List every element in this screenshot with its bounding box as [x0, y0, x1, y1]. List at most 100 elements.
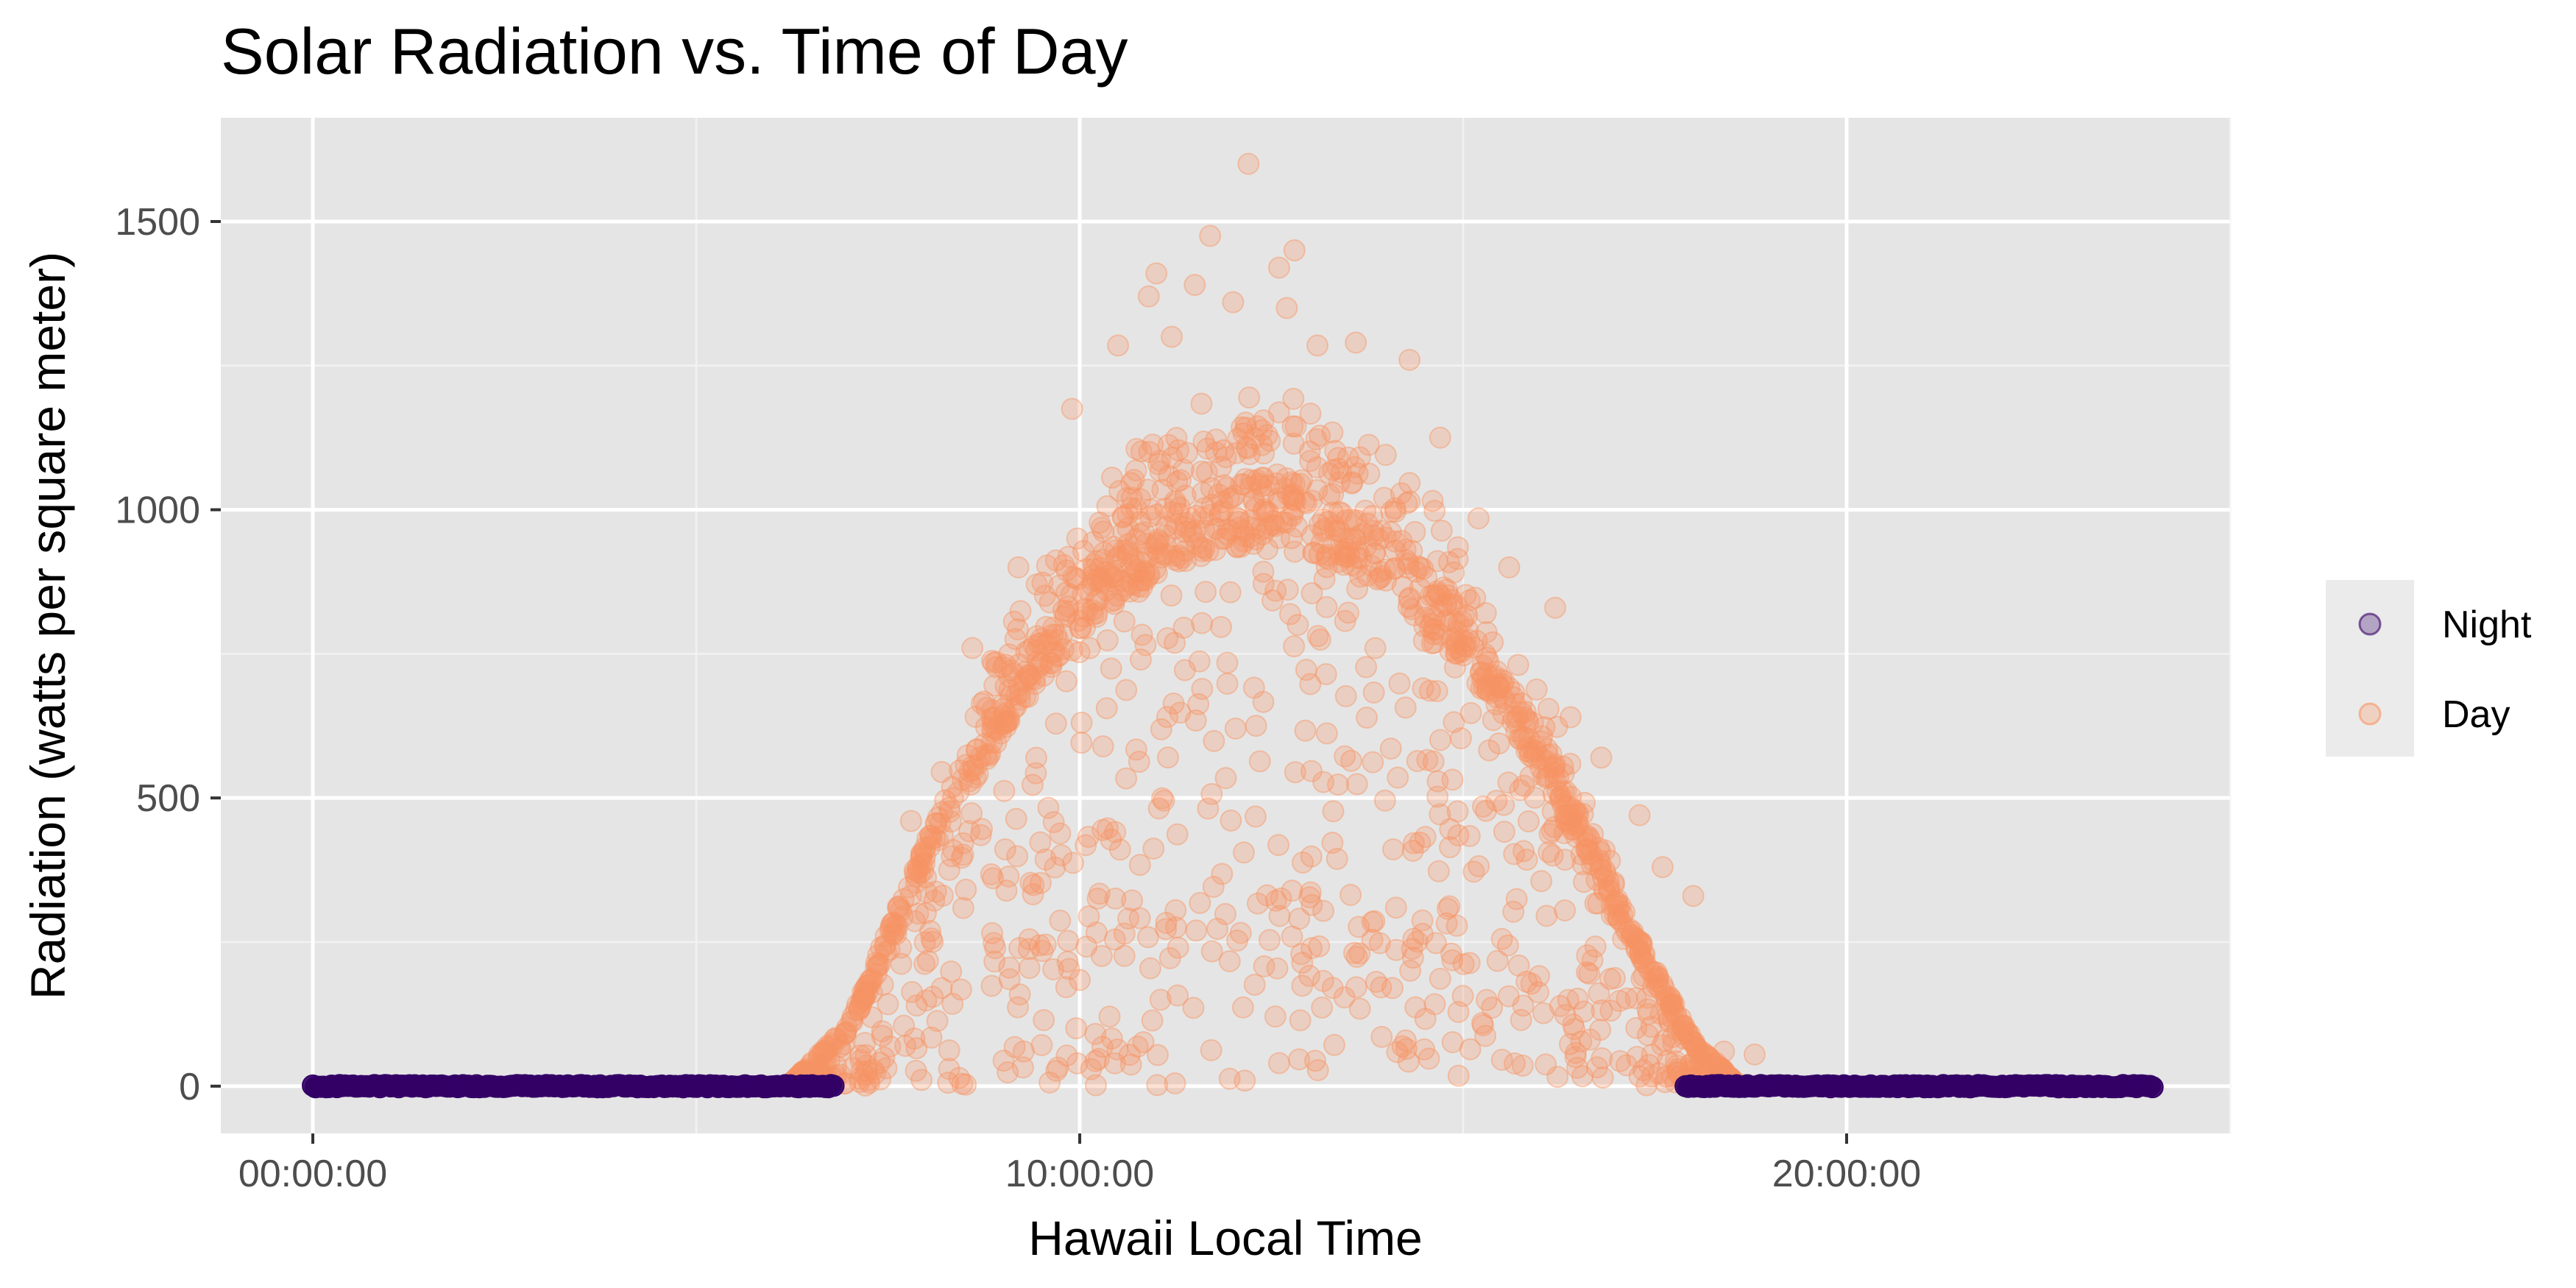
y-axis-title: Radiation (watts per square meter) [21, 252, 75, 999]
data-point-day [1345, 976, 1367, 999]
data-point-day [1565, 1041, 1588, 1064]
data-point-day [1621, 924, 1644, 946]
data-point-day [1348, 916, 1370, 938]
data-point-day [1445, 643, 1468, 665]
data-point-day [848, 1071, 871, 1094]
data-point-day [1513, 726, 1536, 749]
data-point-day [1659, 993, 1682, 1016]
data-point-day [879, 919, 902, 941]
data-point-day [1113, 944, 1136, 967]
data-point-day [1406, 750, 1429, 773]
series-night-points [302, 1074, 2164, 1099]
data-point-day [1222, 291, 1245, 314]
data-point-day [1096, 817, 1119, 840]
data-point-day [929, 812, 952, 835]
data-point-day [1626, 928, 1649, 951]
data-point-day [1105, 584, 1128, 607]
data-point-day [1575, 832, 1598, 854]
data-point-day [1422, 750, 1445, 773]
data-point-day [1660, 993, 1682, 1016]
data-point-day [1209, 504, 1231, 527]
data-point-day [1100, 828, 1122, 851]
data-point-day [1144, 557, 1167, 580]
data-point-day [1259, 929, 1281, 952]
data-point-day [821, 1034, 844, 1057]
data-point-day [1380, 500, 1403, 523]
data-point-day [1230, 535, 1253, 558]
data-point-day [1587, 837, 1610, 860]
data-point-day [1427, 582, 1450, 605]
data-point-day [1276, 578, 1299, 601]
data-point-day [1301, 937, 1323, 960]
data-point-day [1142, 434, 1164, 456]
data-point-day [1082, 569, 1105, 592]
data-point-day [1578, 962, 1601, 985]
data-point-day [1616, 921, 1638, 944]
data-point-day [1571, 853, 1594, 876]
data-point-day [1030, 1033, 1053, 1056]
data-point-day [1055, 603, 1078, 626]
data-point-day [1529, 757, 1552, 779]
data-point-day [1575, 838, 1598, 860]
data-point-day [1026, 625, 1049, 648]
data-point-day [1520, 972, 1543, 995]
data-point-day [932, 824, 955, 847]
data-point-day [992, 1050, 1015, 1072]
data-point-day [864, 1062, 887, 1085]
data-point-day [1026, 650, 1049, 673]
data-point-day [1072, 539, 1094, 562]
data-point-day [1019, 668, 1042, 690]
data-point-day [1301, 489, 1323, 512]
data-point-day [904, 862, 927, 885]
data-point-day [846, 993, 868, 1016]
data-point-day [897, 876, 920, 899]
data-point-day [1146, 1074, 1169, 1097]
data-point-day [1165, 513, 1188, 536]
data-point-day [1042, 616, 1065, 639]
data-point-day [1397, 552, 1420, 575]
data-point-day [1413, 1038, 1436, 1061]
data-point-day [1103, 1052, 1126, 1075]
data-point-day [817, 1036, 840, 1059]
data-point-day [1384, 497, 1406, 520]
data-point-day [1182, 997, 1205, 1019]
data-point-day [1702, 1052, 1725, 1075]
data-point-day [992, 705, 1015, 728]
data-point-day [1577, 825, 1599, 848]
data-point-day [1100, 657, 1122, 680]
data-point-day [910, 1069, 933, 1091]
data-point-day [1174, 484, 1197, 507]
data-point-day [1418, 679, 1441, 702]
data-point-day [1476, 646, 1498, 669]
data-point-day [1328, 471, 1351, 494]
data-point-day [1288, 907, 1311, 930]
data-point-day [1341, 471, 1364, 494]
data-point-day [1092, 520, 1115, 543]
data-point-day [1036, 554, 1058, 577]
data-point-day [1002, 610, 1025, 633]
data-point-day [986, 718, 1009, 741]
data-point-day [1451, 640, 1473, 663]
data-point-day [1543, 753, 1566, 776]
data-point-day [958, 820, 980, 843]
data-point-day [1423, 499, 1446, 522]
data-point-day [1128, 907, 1151, 930]
data-point-day [969, 746, 992, 768]
data-point-day [903, 859, 926, 882]
data-point-day [1075, 935, 1098, 958]
data-point-day [1220, 520, 1242, 542]
data-point-day [1112, 520, 1135, 543]
data-point-day [1228, 508, 1250, 531]
data-point-day [919, 920, 941, 943]
data-point-day [1266, 463, 1289, 486]
data-point-day [856, 981, 879, 1004]
data-point-day [1533, 716, 1556, 739]
data-point-day [1082, 603, 1105, 626]
data-point-day [938, 796, 961, 819]
data-point-day [955, 878, 977, 901]
data-point-day [1216, 651, 1239, 674]
data-point-day [977, 744, 1000, 767]
data-point-day [1207, 484, 1230, 506]
data-point-day [1050, 843, 1073, 866]
data-point-day [1421, 489, 1444, 512]
